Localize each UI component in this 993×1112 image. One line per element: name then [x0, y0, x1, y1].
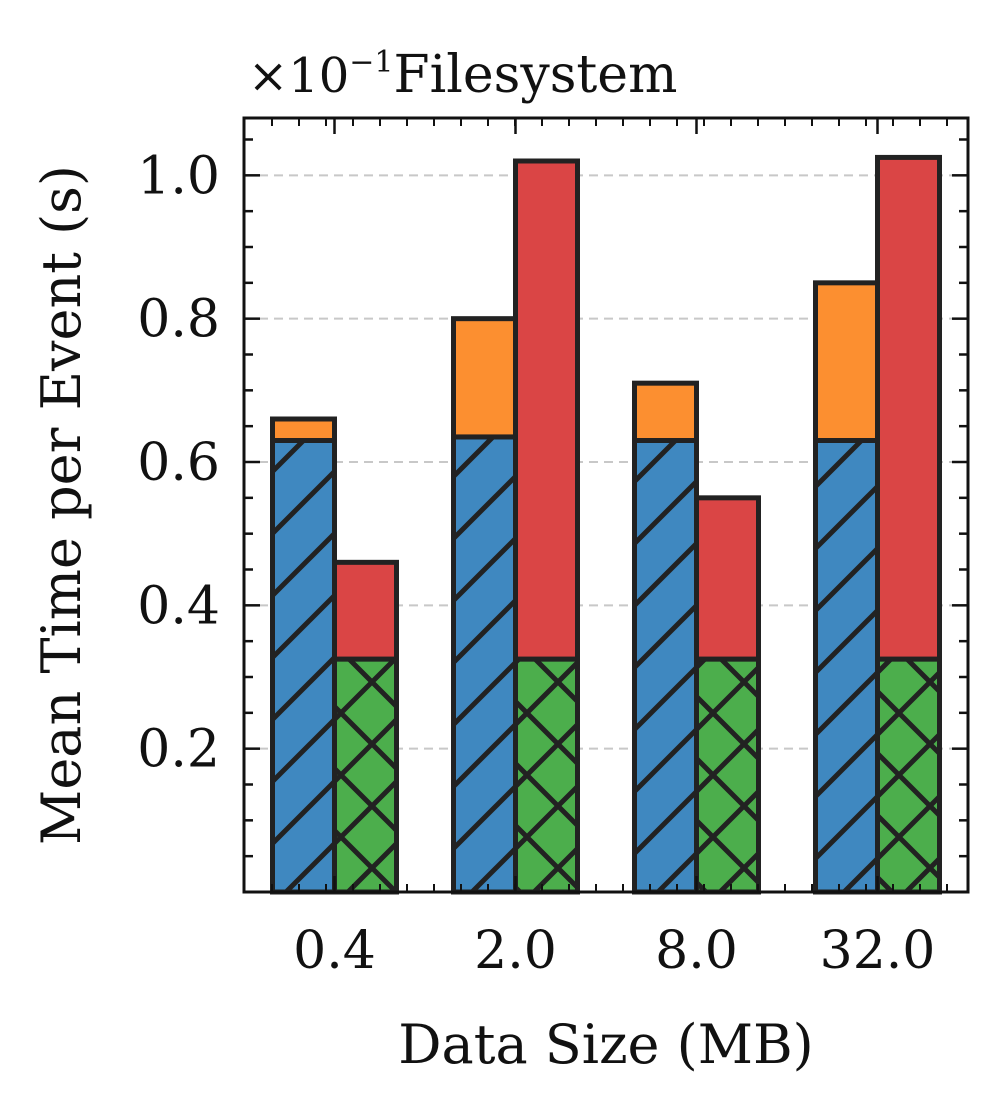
bar-right-segment-2-32.0	[877, 157, 940, 660]
x-tick-labels: 0.4 2.0 8.0 32.0	[293, 921, 935, 981]
y-tick-labels: 0.2 0.4 0.6 0.8 1.0	[137, 146, 220, 779]
bar-outline-right-2-2.0	[513, 158, 580, 662]
x-tick-label: 8.0	[655, 921, 738, 981]
x-axis-label: Data Size (MB)	[398, 1013, 814, 1076]
y-tick-label: 0.8	[137, 290, 220, 350]
offset-exponent: −1	[349, 45, 393, 80]
bar-hatch-right-32.0	[877, 659, 940, 892]
bar-hatch-left-0.4	[272, 440, 335, 892]
bar-outline-left-2-0.4	[270, 416, 337, 443]
bar-hatch-right-8.0	[696, 659, 759, 892]
plot-frame	[242, 116, 970, 894]
y-tick-label: 1.0	[137, 146, 220, 206]
bar-hatch-right-0.4	[334, 659, 397, 892]
bar-outline-right-2-0.4	[332, 559, 399, 662]
bar-hatch-left-8.0	[634, 440, 697, 892]
bar-right-segment-2-0.4	[334, 562, 397, 660]
bar-left-segment-2-2.0	[453, 318, 516, 437]
chart-title: Filesystem	[394, 45, 678, 105]
offset-label: ×10−1Filesystem	[248, 45, 677, 105]
bars	[270, 154, 942, 895]
bar-hatch-right-2.0	[515, 659, 578, 892]
x-tick-label: 32.0	[820, 921, 936, 981]
y-tick-label: 0.4	[137, 576, 220, 636]
y-axis-label: Mean Time per Event (s)	[30, 165, 93, 845]
bar-left-segment-2-32.0	[815, 282, 878, 441]
bar-right-segment-2-8.0	[696, 497, 759, 660]
bar-hatch-left-2.0	[453, 436, 516, 892]
bar-outline-left-2-8.0	[632, 380, 699, 443]
bar-outline-right-2-8.0	[694, 495, 761, 662]
y-tick-label: 0.6	[137, 433, 220, 493]
y-tick-label: 0.2	[137, 720, 220, 780]
x-tick-label: 0.4	[293, 921, 376, 981]
bar-left-segment-2-8.0	[634, 383, 697, 441]
bar-left-segment-2-0.4	[272, 419, 335, 441]
bar-hatch-left-32.0	[815, 440, 878, 892]
x-tick-label: 2.0	[474, 921, 557, 981]
bar-right-segment-2-2.0	[515, 161, 578, 660]
bar-outline-right-2-32.0	[875, 154, 942, 662]
